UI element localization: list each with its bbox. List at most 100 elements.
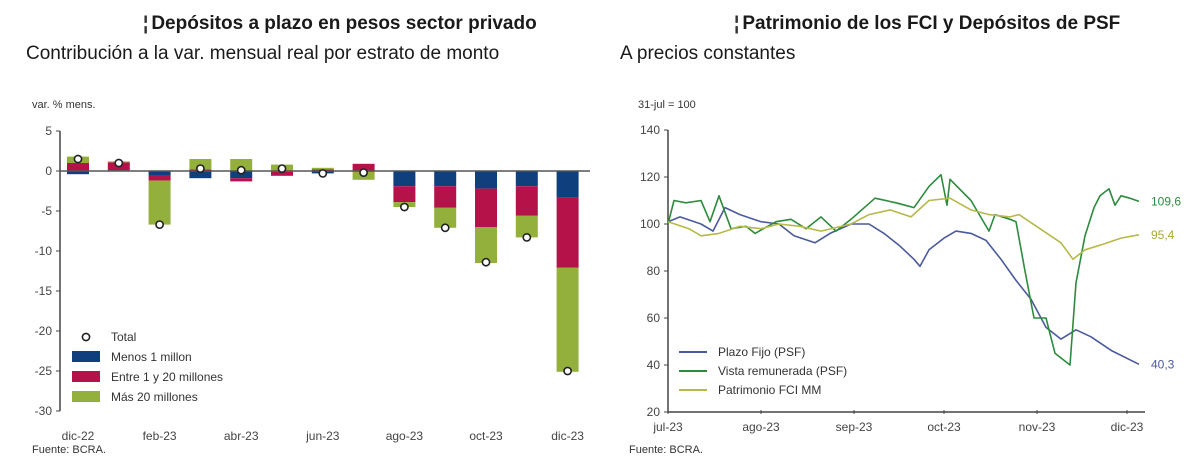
total-marker — [73, 154, 83, 164]
bar-segment — [189, 171, 212, 179]
y-tick-label: -10 — [35, 244, 53, 258]
end-value-label: 109,6 — [1151, 194, 1181, 208]
bar-segment — [230, 178, 253, 182]
y-tick-label: 20 — [647, 405, 661, 419]
x-tick-label: ago-23 — [742, 420, 780, 434]
legend-label: Plazo Fijo (PSF) — [718, 345, 805, 359]
bar-segment — [515, 171, 538, 187]
x-tick-label: dic-23 — [1111, 420, 1144, 434]
bar-segment — [189, 159, 212, 170]
legend-label: Entre 1 y 20 millones — [111, 370, 223, 384]
title-marker: ¦ — [143, 13, 149, 34]
total-marker — [236, 165, 246, 175]
bar-segment — [311, 167, 334, 170]
bar-segment — [352, 163, 375, 171]
x-tick-label: abr-23 — [224, 429, 259, 443]
bar-segment — [556, 267, 579, 372]
total-marker — [155, 220, 164, 229]
total-marker — [522, 232, 532, 242]
y-tick-label: 120 — [640, 170, 660, 184]
legend-total-marker — [81, 332, 91, 342]
left-chart-panel: ¦ Depósitos a plazo en pesos sector priva… — [26, 13, 590, 456]
x-tick-label: sep-23 — [836, 420, 873, 434]
bar-segment — [556, 197, 579, 268]
legend-label-total: Total — [111, 330, 136, 344]
bar-segment — [475, 188, 497, 227]
legend-label: Menos 1 millon — [111, 350, 192, 364]
bar-segment — [434, 186, 457, 208]
bar-segment — [434, 171, 457, 187]
bar-segment — [556, 171, 579, 198]
y-tick-label: -5 — [41, 204, 52, 218]
x-tick-label: jul-23 — [652, 420, 683, 434]
y-tick-label: -20 — [35, 324, 53, 338]
y-tick-label: 5 — [45, 124, 52, 138]
x-tick-label: nov-23 — [1019, 420, 1056, 434]
legend-swatch — [72, 371, 100, 382]
y-tick-label: -15 — [35, 284, 53, 298]
total-marker — [481, 257, 491, 267]
x-tick-label: dic-23 — [551, 429, 584, 443]
bar-segment — [393, 171, 416, 187]
total-marker — [359, 168, 368, 177]
y-tick-label: 80 — [647, 264, 661, 278]
x-tick-label: dic-22 — [62, 429, 95, 443]
bar-segment — [271, 171, 293, 176]
x-tick-label: oct-23 — [469, 429, 503, 443]
total-marker — [114, 158, 124, 168]
x-tick-label: feb-23 — [143, 429, 177, 443]
legend-label: Vista remunerada (PSF) — [718, 364, 847, 378]
bar-segment — [67, 171, 89, 175]
bar-segment — [230, 159, 253, 171]
y-tick-label: -30 — [35, 404, 53, 418]
series-line — [667, 206, 1140, 366]
title-marker: ¦ — [734, 13, 740, 34]
bar-segment — [393, 186, 416, 203]
y-axis-label: 31-jul = 100 — [638, 99, 696, 111]
total-marker — [318, 168, 328, 178]
right-chart-title-text: Patrimonio de los FCI y Depósitos de PSF — [742, 13, 1121, 34]
left-chart-subtitle: Contribución a la var. mensual real por … — [26, 43, 500, 64]
total-marker — [440, 223, 450, 233]
y-tick-label: 140 — [640, 123, 660, 137]
right-chart-source: Fuente: BCRA. — [629, 444, 703, 456]
bar-segment — [67, 163, 89, 171]
legend-swatch — [72, 391, 100, 402]
total-marker — [195, 164, 205, 173]
right-chart-title: ¦ Patrimonio de los FCI y Depósitos de PS… — [734, 13, 1120, 35]
y-tick-label: 40 — [647, 358, 661, 372]
total-marker — [277, 164, 287, 173]
y-tick-label: 60 — [647, 311, 661, 325]
y-tick-label: -25 — [35, 364, 53, 378]
legend-label: Más 20 millones — [111, 390, 198, 404]
bar-segment — [230, 171, 253, 179]
left-chart-title: ¦ Depósitos a plazo en pesos sector priva… — [143, 13, 537, 35]
total-marker — [399, 202, 409, 212]
y-axis-label: var. % mens. — [32, 99, 96, 111]
legend-swatch — [72, 351, 100, 362]
x-tick-label: ago-23 — [386, 429, 424, 443]
bar-segment — [148, 180, 171, 225]
bar-segment — [148, 171, 171, 175]
series-line — [667, 197, 1140, 261]
legend-label: Patrimonio FCI MM — [718, 383, 821, 397]
x-tick-label: oct-23 — [927, 420, 961, 434]
left-chart-source: Fuente: BCRA. — [32, 444, 106, 456]
y-tick-label: 100 — [640, 217, 660, 231]
x-tick-label: jun-23 — [305, 429, 340, 443]
total-marker — [563, 366, 572, 376]
y-tick-label: 0 — [45, 164, 52, 178]
bar-segment — [515, 186, 538, 216]
bar-segment — [148, 175, 171, 181]
bar-segment — [434, 207, 457, 228]
end-value-label: 40,3 — [1151, 357, 1175, 371]
end-value-label: 95,4 — [1151, 228, 1175, 242]
bar-segment — [475, 171, 497, 189]
right-chart-subtitle: A precios constantes — [620, 43, 796, 64]
left-chart-title-text: Depósitos a plazo en pesos sector privad… — [151, 13, 537, 34]
stacked-bar-chart: var. % mens. 5 0 -5 -10 -15 -20 -25 -30 dic-22 feb… — [32, 99, 590, 443]
bar-segment — [515, 215, 538, 238]
bar-segment — [475, 227, 497, 263]
series-line — [667, 173, 1140, 366]
